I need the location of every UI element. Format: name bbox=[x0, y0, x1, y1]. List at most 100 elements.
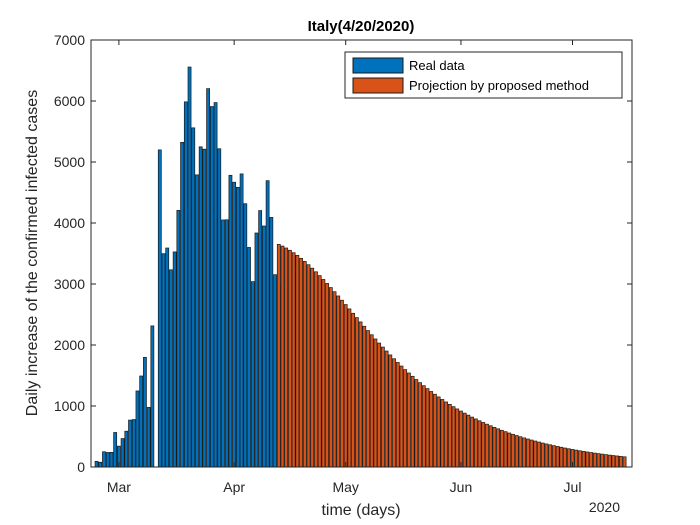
real-data-bar bbox=[224, 219, 229, 468]
y-tick-label: 6000 bbox=[54, 93, 85, 109]
y-tick-label: 1000 bbox=[54, 398, 85, 414]
real-data-bar bbox=[213, 102, 218, 468]
projection-bar bbox=[574, 449, 579, 468]
real-data-bar bbox=[232, 181, 237, 468]
projection-bar bbox=[351, 312, 356, 468]
projection-bar bbox=[470, 416, 474, 468]
projection-bar bbox=[414, 379, 419, 468]
chart-title: Italy(4/20/2020) bbox=[308, 18, 415, 35]
projection-bar bbox=[395, 362, 400, 468]
projection-bar bbox=[392, 358, 396, 468]
real-data-bars bbox=[94, 66, 281, 468]
projection-bar bbox=[581, 451, 586, 468]
projection-bar bbox=[384, 350, 389, 468]
projection-bar bbox=[314, 271, 318, 468]
y-tick-label: 0 bbox=[77, 459, 85, 475]
projection-bar bbox=[332, 291, 337, 468]
projection-bar bbox=[425, 388, 430, 468]
projection-bar bbox=[436, 396, 441, 468]
real-data-bar bbox=[124, 430, 129, 468]
projection-bar bbox=[433, 393, 437, 468]
plot-frame bbox=[90, 39, 633, 468]
projection-bar bbox=[518, 436, 523, 468]
y-tick-label: 2000 bbox=[54, 337, 85, 353]
projection-bar bbox=[444, 401, 448, 468]
real-data-bar bbox=[221, 219, 225, 468]
real-data-bar bbox=[254, 232, 259, 468]
real-data-bar bbox=[157, 149, 162, 468]
x-axis-label: time (days) bbox=[321, 502, 400, 519]
projection-bar bbox=[276, 244, 281, 468]
projection-bar bbox=[366, 330, 370, 468]
real-data-bar bbox=[176, 210, 181, 468]
real-data-bar bbox=[105, 452, 110, 468]
projection-bar bbox=[421, 385, 426, 468]
projection-bar bbox=[388, 354, 393, 468]
projection-bar bbox=[284, 247, 289, 468]
x-tick-label: Apr bbox=[223, 479, 245, 495]
projection-bar bbox=[455, 408, 460, 468]
projection-bar bbox=[533, 440, 538, 468]
projection-bar bbox=[302, 261, 307, 468]
real-data-bar bbox=[109, 452, 114, 468]
projection-bar bbox=[459, 410, 463, 468]
projection-bar bbox=[511, 433, 515, 468]
real-data-bar bbox=[165, 247, 170, 468]
projection-bar bbox=[399, 365, 404, 468]
real-data-bar bbox=[262, 225, 266, 468]
real-data-bar bbox=[239, 173, 244, 468]
y-tick-label: 4000 bbox=[54, 215, 85, 231]
legend-label-real-data: Real data bbox=[409, 58, 465, 73]
real-data-bar bbox=[139, 375, 144, 468]
projection-bar bbox=[447, 404, 452, 468]
projection-bar bbox=[607, 454, 612, 468]
real-data-bar bbox=[172, 251, 177, 468]
x-tick-label: May bbox=[332, 479, 358, 495]
real-data-bar bbox=[120, 438, 125, 468]
real-data-bar bbox=[191, 127, 196, 468]
projection-bar bbox=[362, 325, 367, 468]
projection-bar bbox=[589, 452, 593, 468]
projection-bar bbox=[578, 450, 582, 468]
projection-bar bbox=[604, 454, 608, 468]
projection-bar bbox=[615, 455, 619, 468]
real-data-bar bbox=[235, 186, 240, 468]
real-data-bar bbox=[150, 325, 155, 468]
legend-swatch-real-data bbox=[352, 57, 404, 74]
projection-bar bbox=[347, 308, 352, 468]
projection-bar bbox=[466, 414, 471, 468]
projection-bar bbox=[592, 452, 597, 468]
projection-bar bbox=[418, 382, 422, 468]
real-data-bar bbox=[187, 66, 192, 468]
projection-bar bbox=[596, 453, 601, 468]
projection-bar bbox=[310, 267, 315, 468]
projection-bar bbox=[499, 429, 504, 468]
projection-bar bbox=[462, 412, 467, 468]
projection-bar bbox=[492, 427, 497, 468]
real-data-bar bbox=[183, 101, 188, 468]
legend-label-projection: Projection by proposed method bbox=[409, 78, 589, 93]
real-data-bar bbox=[209, 106, 214, 468]
projection-bar bbox=[485, 423, 489, 468]
y-tick-label: 5000 bbox=[54, 154, 85, 170]
projection-bar bbox=[611, 455, 616, 468]
projection-bar bbox=[600, 453, 605, 468]
projection-bar bbox=[280, 245, 285, 468]
projection-bar bbox=[540, 442, 545, 468]
projection-bar bbox=[381, 346, 385, 468]
projection-bar bbox=[373, 338, 378, 468]
x-axis: Mar Apr May Jun Jul bbox=[107, 40, 581, 495]
projection-bar bbox=[503, 431, 508, 468]
projection-bar bbox=[552, 445, 556, 468]
projection-bar bbox=[321, 279, 326, 468]
real-data-bar bbox=[98, 461, 103, 468]
projection-bar bbox=[544, 443, 549, 468]
y-axis: 0 1000 2000 3000 4000 5000 6000 7000 bbox=[54, 32, 632, 475]
real-data-bar bbox=[247, 247, 251, 468]
legend: Real data Projection by proposed method bbox=[344, 51, 623, 99]
projection-bar bbox=[358, 321, 363, 468]
legend-swatch-projection bbox=[352, 77, 404, 94]
projection-bar bbox=[526, 438, 530, 468]
real-data-bar bbox=[195, 174, 199, 468]
